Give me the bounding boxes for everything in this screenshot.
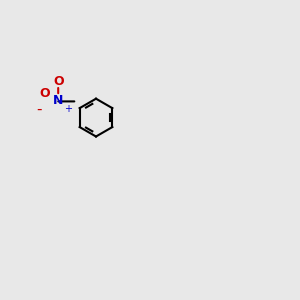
Text: -: - [37, 102, 42, 117]
Text: +: + [64, 104, 72, 115]
Text: O: O [53, 75, 64, 88]
Text: O: O [39, 87, 50, 100]
Text: N: N [53, 94, 63, 106]
